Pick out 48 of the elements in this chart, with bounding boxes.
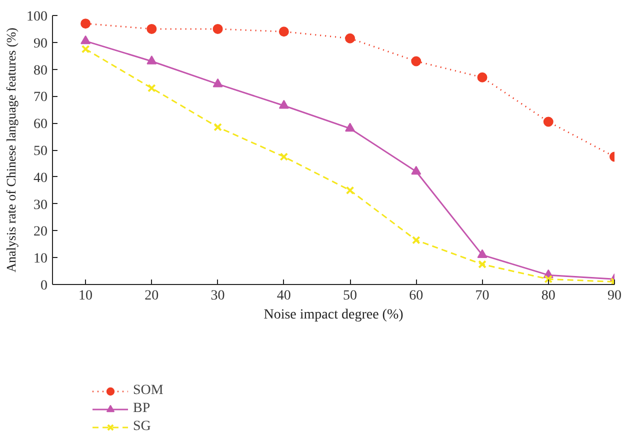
point	[477, 249, 488, 258]
point	[346, 186, 354, 195]
point	[146, 56, 157, 64]
y-tick-label: 10	[34, 252, 48, 267]
point	[412, 236, 420, 244]
point	[345, 33, 356, 44]
point	[278, 100, 289, 109]
point	[411, 166, 422, 175]
x-tick-label: 20	[144, 288, 159, 304]
x-tick-label: 70	[475, 288, 490, 304]
point	[80, 18, 91, 29]
x-tick-label: 60	[409, 288, 424, 304]
point	[212, 24, 223, 34]
y-tick-label: 100	[26, 10, 48, 24]
y-tick-label: 90	[34, 36, 48, 52]
point	[478, 260, 486, 269]
point	[544, 274, 553, 284]
y-axis-title: Analysis rate of Chinese language features (%)	[4, 28, 18, 272]
point	[147, 84, 156, 92]
y-tick-label: 50	[34, 144, 48, 159]
y-tick-label: 80	[34, 63, 48, 78]
y-tick-label: 40	[34, 170, 48, 186]
x-tick-label: 10	[78, 288, 93, 304]
point	[214, 122, 222, 132]
y-tick-label: 20	[34, 224, 48, 240]
x-axis-title: Noise impact degree (%)	[264, 308, 404, 322]
point	[80, 35, 91, 44]
y-tick-label: 0	[40, 278, 48, 294]
legend-label: SOM	[133, 382, 164, 400]
point	[477, 72, 488, 82]
x-tick-label: 80	[541, 288, 556, 304]
y-tick-label: 60	[34, 117, 48, 132]
point	[411, 56, 422, 66]
point	[543, 116, 554, 127]
point	[280, 152, 288, 161]
legend-label: BP	[133, 400, 152, 418]
x-tick-label: 50	[343, 288, 358, 304]
legend-label: SG	[133, 418, 152, 436]
point	[146, 24, 157, 34]
x-tick-label: 40	[276, 288, 291, 304]
point	[212, 78, 223, 88]
x-tick-label: 90	[608, 288, 622, 304]
y-tick-label: 70	[34, 90, 48, 106]
x-tick-label: 30	[210, 288, 225, 304]
point	[81, 44, 90, 54]
y-tick-label: 30	[34, 198, 48, 213]
point	[345, 122, 356, 132]
point	[278, 26, 289, 37]
